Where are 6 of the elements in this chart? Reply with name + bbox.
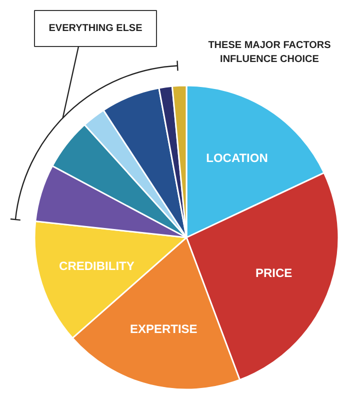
text: THESE MAJOR FACTORS INFLUENCE CHOICE xyxy=(208,40,332,66)
slice-label: EXPERTISE xyxy=(130,322,198,336)
slice-label: CREDIBILITY xyxy=(59,259,134,274)
text: EVERYTHING ELSE xyxy=(48,23,143,34)
slice-label: LOCATION xyxy=(206,150,268,165)
slice-label: PRICE xyxy=(255,266,292,280)
